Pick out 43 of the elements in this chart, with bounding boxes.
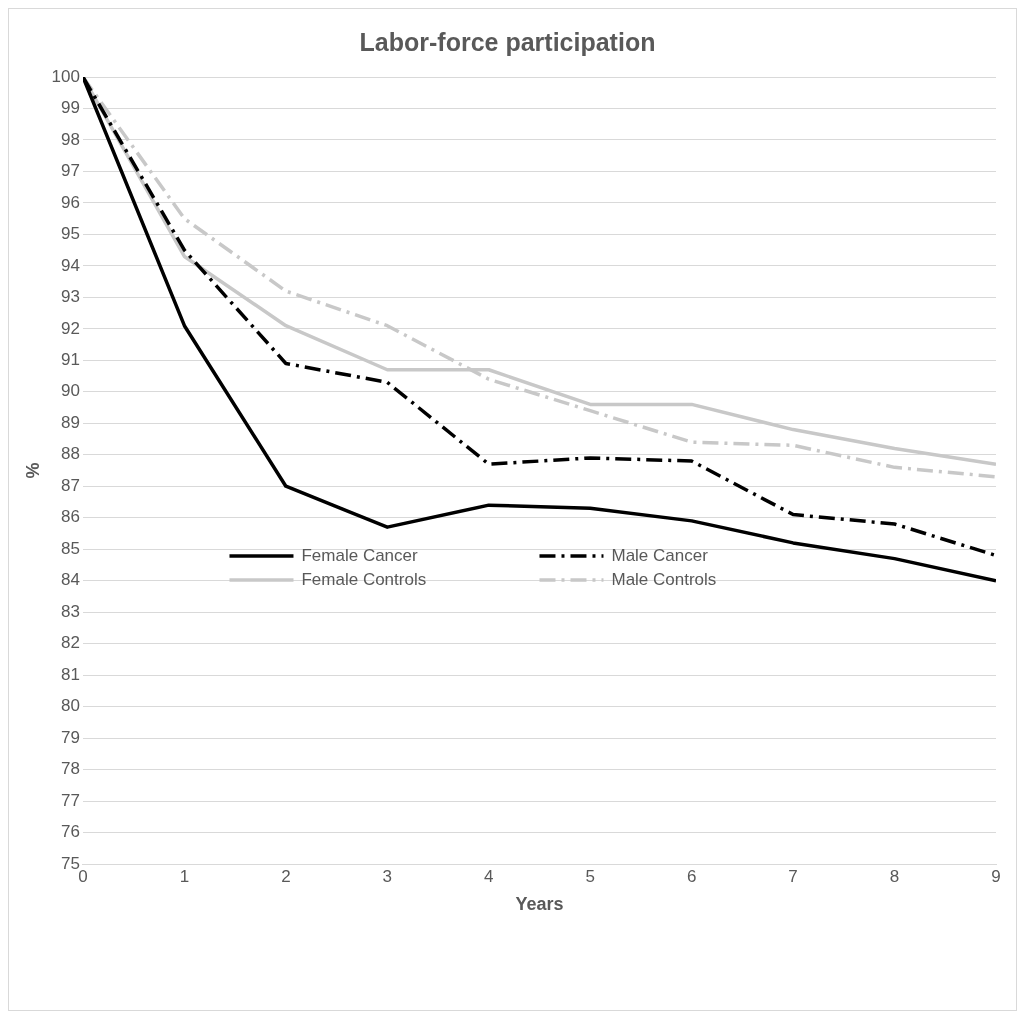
chart-title: Labor-force participation [359,27,656,56]
y-tick-label: 88 [61,444,80,464]
legend-label: Male Controls [611,569,717,589]
y-tick-label: 99 [61,98,80,118]
y-tick-label: 91 [61,350,80,370]
y-tick-label: 81 [61,664,80,684]
y-tick-label: 83 [61,601,80,621]
x-tick-label: 5 [585,866,595,886]
y-tick-label: 87 [61,475,80,495]
y-tick-label: 84 [61,570,80,590]
y-tick-label: 75 [61,853,80,873]
y-tick-label: 82 [61,633,80,653]
y-tick-label: 89 [61,412,80,432]
x-tick-label: 0 [78,866,88,886]
y-tick-label: 78 [61,759,80,779]
y-tick-label: 80 [61,696,80,716]
x-tick-label: 8 [889,866,900,886]
legend-label: Female Controls [301,569,427,589]
y-tick-label: 98 [61,129,80,149]
y-tick-label: 79 [61,727,80,747]
y-tick-label: 76 [61,822,80,842]
legend-label: Female Cancer [301,545,419,565]
x-axis-title: Years [515,894,564,915]
y-tick-label: 96 [61,192,80,212]
y-tick-label: 97 [61,161,80,181]
y-tick-label: 85 [61,538,80,558]
x-tick-label: 1 [179,866,190,886]
x-tick-label: 4 [484,866,494,886]
y-tick-label: 86 [61,507,80,527]
y-tick-label: 100 [51,66,80,86]
legend-label: Male Cancer [611,545,709,565]
x-tick-label: 3 [382,866,393,886]
y-tick-label: 94 [61,255,80,275]
y-axis-title: % [22,462,43,479]
y-tick-label: 93 [61,287,80,307]
y-tick-label: 90 [61,381,80,401]
x-tick-label: 2 [281,866,291,886]
x-tick-label: 6 [686,866,697,886]
x-tick-label: 7 [788,866,798,886]
y-tick-label: 95 [61,224,80,244]
y-tick-label: 92 [61,318,80,338]
y-tick-label: 77 [61,790,80,810]
x-tick-label: 9 [991,866,1001,886]
